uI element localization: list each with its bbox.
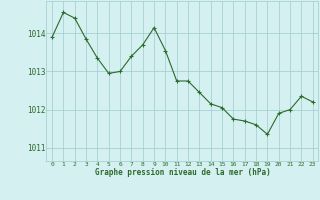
X-axis label: Graphe pression niveau de la mer (hPa): Graphe pression niveau de la mer (hPa) bbox=[94, 168, 270, 177]
